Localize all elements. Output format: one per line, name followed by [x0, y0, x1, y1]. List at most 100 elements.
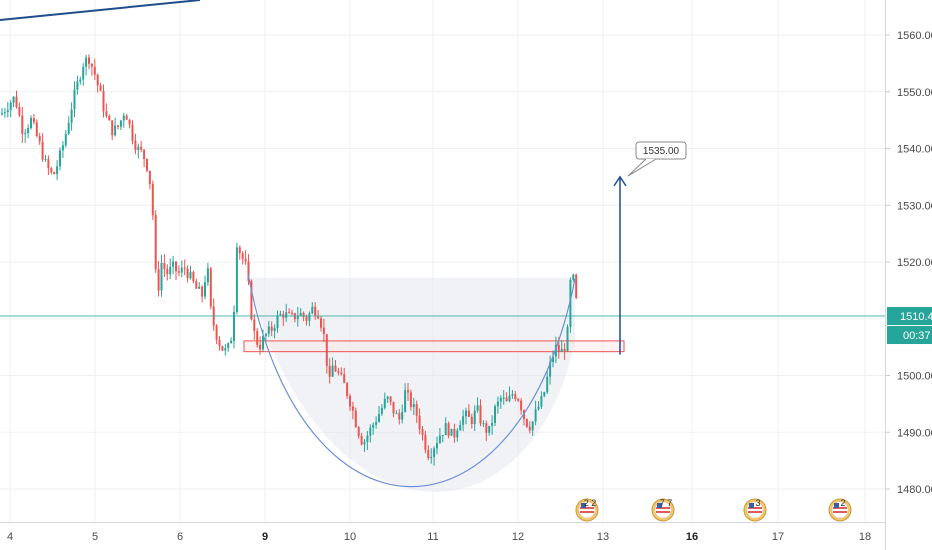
candle-body: [169, 266, 172, 275]
candle-body: [485, 423, 488, 433]
candle-body: [552, 356, 554, 363]
candle-body: [572, 274, 575, 280]
y-tick-label: 1520.00: [897, 257, 932, 269]
candle-body: [314, 306, 317, 316]
us-event-badge[interactable]: 3: [743, 498, 767, 522]
candle-body: [56, 166, 59, 175]
us-flag-canton: [581, 503, 586, 508]
candle-body: [320, 318, 322, 328]
x-tick-label: 6: [177, 531, 183, 543]
candle-body: [273, 327, 276, 331]
candle-body: [209, 268, 212, 307]
candle-body: [21, 115, 24, 135]
candle-body: [154, 215, 157, 269]
candle-body: [96, 74, 99, 86]
candle-body: [148, 170, 151, 184]
candle-body: [90, 63, 93, 67]
target-callout-box: [635, 141, 687, 160]
candle-body: [380, 407, 383, 414]
candle-body: [360, 435, 363, 445]
candle-body: [140, 146, 143, 150]
cup-shaded-area: [248, 277, 575, 493]
candle-body: [459, 424, 462, 431]
x-tick-label: 11: [427, 531, 438, 543]
candle-body: [186, 268, 189, 279]
candle-body: [537, 406, 540, 410]
candle-body: [204, 282, 206, 297]
candle-body: [259, 344, 262, 350]
candle-body: [244, 258, 247, 262]
candle-body: [235, 247, 238, 313]
candle-body: [427, 449, 430, 459]
candle-body: [108, 115, 111, 121]
candle-body: [9, 102, 12, 111]
candle-body: [317, 315, 320, 319]
candle-body: [180, 267, 183, 273]
candle-body: [520, 400, 523, 411]
x-tick-label: 5: [92, 531, 98, 543]
trend-line-layer: [0, 0, 201, 21]
candle-body: [421, 429, 424, 435]
candle-body: [41, 141, 44, 160]
economic-events[interactable]: 2 2 7 7 3 2: [575, 498, 852, 522]
candle-body: [99, 85, 102, 91]
candle-body: [494, 406, 496, 423]
y-tick-label: 1540.00: [897, 144, 932, 156]
x-tick-label: 4: [7, 531, 13, 543]
candle-body: [224, 348, 227, 351]
candle-body: [47, 159, 50, 169]
candle-body: [88, 57, 90, 64]
candle-body: [366, 435, 369, 442]
candle-body: [111, 120, 114, 136]
candle-body: [230, 340, 233, 344]
candle-body: [470, 416, 473, 425]
candle-body: [166, 268, 169, 275]
candle-body: [59, 150, 61, 167]
candle-body: [276, 315, 279, 328]
x-tick-label: 9: [262, 531, 268, 543]
candle-body: [1, 113, 3, 115]
us-event-badge[interactable]: 7 7: [651, 498, 675, 522]
candle-body: [383, 398, 386, 408]
trend-line: [0, 0, 201, 21]
candle-body: [543, 392, 546, 397]
candle-body: [125, 115, 128, 120]
candle-body: [3, 112, 6, 114]
candle-body: [201, 286, 204, 297]
candle-body: [433, 448, 436, 457]
candle-body: [270, 326, 273, 331]
candle-body: [531, 421, 534, 431]
candle-body: [267, 326, 270, 334]
candle-body: [444, 423, 447, 436]
candle-body: [64, 133, 67, 146]
candle-body: [340, 372, 343, 375]
candle-body: [302, 312, 305, 317]
candle-body: [424, 434, 427, 450]
us-flag-stripe: [656, 511, 670, 513]
candle-body: [401, 411, 404, 420]
candle-body: [505, 397, 508, 402]
candle-body: [479, 405, 482, 424]
y-tick-label: 1480.00: [897, 484, 932, 496]
candle-body: [456, 430, 459, 438]
candle-body: [378, 413, 380, 422]
candle-body: [247, 261, 250, 282]
candle-body: [53, 172, 56, 175]
time-axis[interactable]: 4 5 6 9 10 11 12 13 16 17 18: [7, 531, 871, 543]
support-zone-box: [243, 340, 625, 353]
target-arrow-head: [613, 175, 627, 187]
candle-body: [279, 314, 282, 316]
price-axis[interactable]: 1560.00 1550.00 1540.00 1530.00 1520.00 …: [885, 30, 932, 496]
candle-body: [122, 115, 125, 121]
us-flag-stripe: [833, 511, 847, 513]
candle-body: [163, 262, 166, 269]
candle-body: [549, 362, 552, 377]
candle-body: [206, 268, 209, 283]
us-event-badge[interactable]: 2 2: [575, 498, 599, 522]
candle-body: [15, 96, 18, 108]
us-event-badge[interactable]: 2: [828, 498, 852, 522]
candle-body: [488, 425, 491, 433]
x-tick-label: 16: [686, 531, 698, 543]
